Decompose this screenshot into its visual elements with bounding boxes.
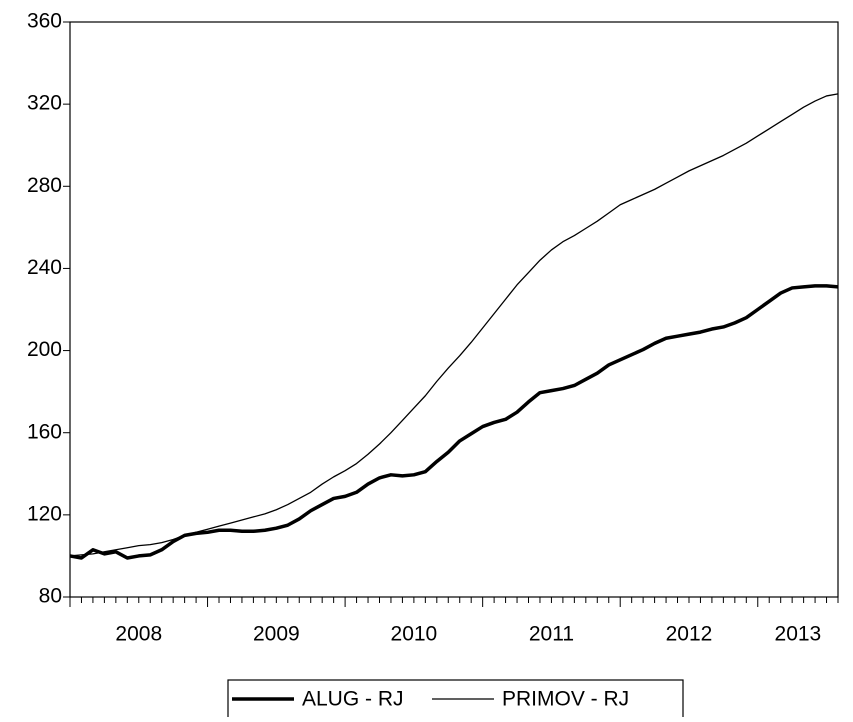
x-tick-label: 2011 xyxy=(529,623,574,646)
x-tick-label: 2012 xyxy=(666,623,713,646)
y-tick-label: 320 xyxy=(27,92,62,115)
y-tick-label: 200 xyxy=(27,338,62,361)
y-tick-label: 120 xyxy=(27,502,62,525)
y-tick-label: 80 xyxy=(39,585,62,608)
plot-frame xyxy=(69,21,839,598)
series-line xyxy=(69,93,839,557)
x-tick-label: 2013 xyxy=(775,623,822,646)
x-tick-label: 2009 xyxy=(253,623,300,646)
legend-box xyxy=(227,679,684,721)
legend-label: PRIMOV - RJ xyxy=(502,688,629,711)
legend-label: ALUG - RJ xyxy=(302,688,404,711)
y-tick-label: 280 xyxy=(27,174,62,197)
x-tick-label: 2010 xyxy=(391,623,438,646)
y-tick-label: 360 xyxy=(27,10,62,33)
x-tick-label: 2008 xyxy=(115,623,162,646)
y-tick-label: 240 xyxy=(27,256,62,279)
legend xyxy=(227,679,684,721)
y-tick-label: 160 xyxy=(27,420,62,443)
series-line xyxy=(69,284,839,560)
